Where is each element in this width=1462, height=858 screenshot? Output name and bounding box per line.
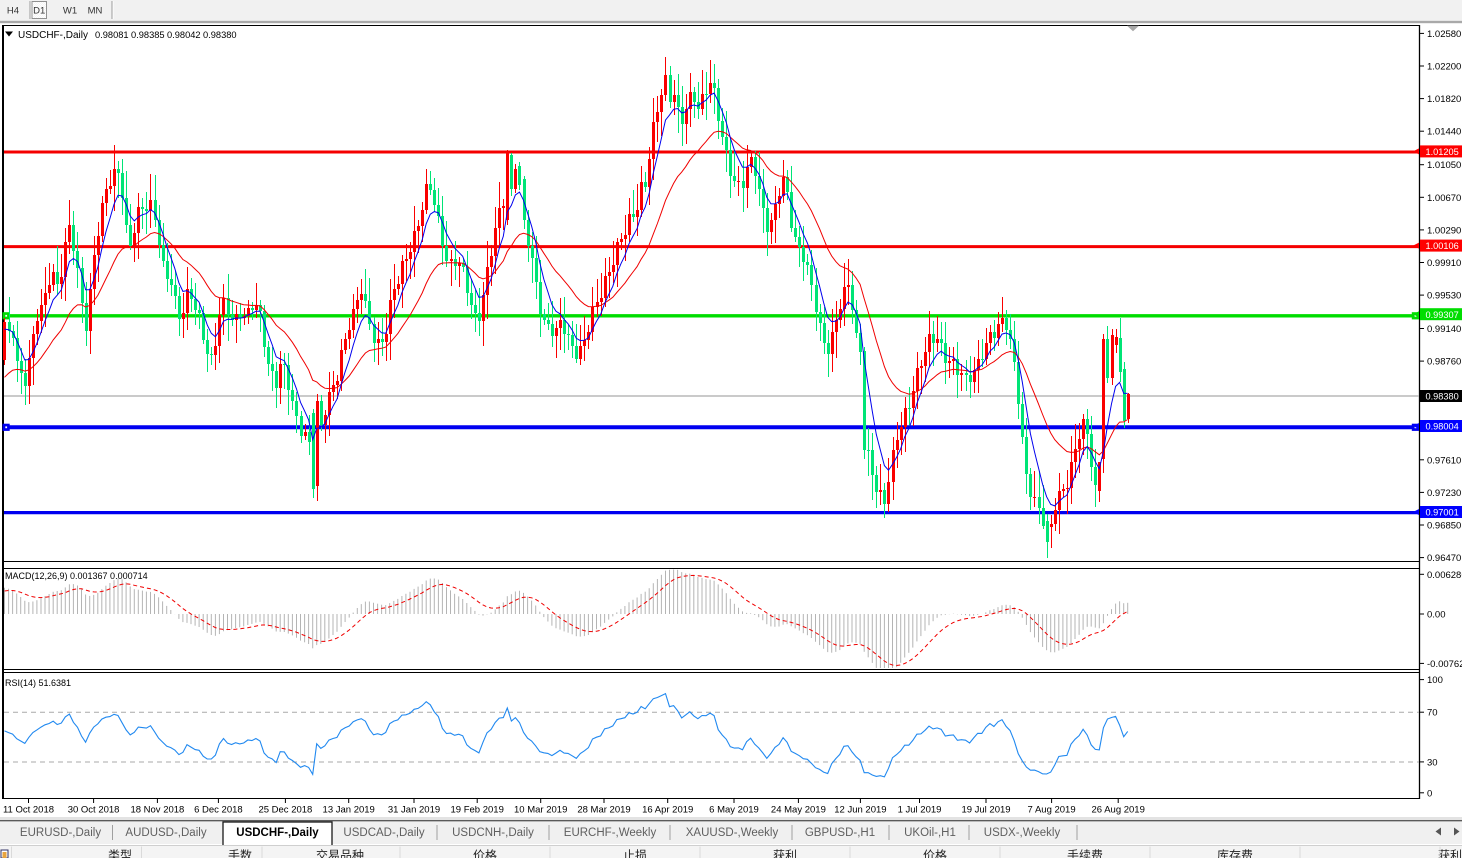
- svg-text:1.01440: 1.01440: [1427, 127, 1461, 138]
- svg-text:价格: 价格: [473, 848, 497, 858]
- svg-text:6 Dec 2018: 6 Dec 2018: [194, 805, 243, 816]
- svg-text:RSI(14) 51.6381: RSI(14) 51.6381: [5, 678, 71, 688]
- svg-text:手续费: 手续费: [1067, 849, 1103, 858]
- svg-text:1.00290: 1.00290: [1427, 225, 1461, 236]
- svg-text:GBPUSD-,H1: GBPUSD-,H1: [805, 827, 875, 839]
- svg-text:0.00: 0.00: [1427, 610, 1446, 621]
- svg-text:库存费: 库存费: [1217, 848, 1253, 858]
- svg-text:1.02200: 1.02200: [1427, 62, 1461, 73]
- svg-text:0.97001: 0.97001: [1426, 508, 1459, 518]
- svg-text:1 Jul 2019: 1 Jul 2019: [898, 805, 942, 816]
- svg-text:手数: 手数: [228, 848, 252, 858]
- svg-text:1.00106: 1.00106: [1426, 241, 1459, 251]
- svg-text:0.99140: 0.99140: [1427, 324, 1461, 335]
- svg-text:类型: 类型: [108, 849, 132, 858]
- svg-text:MN: MN: [88, 6, 103, 17]
- svg-text:D1: D1: [33, 6, 45, 17]
- svg-text:H4: H4: [7, 6, 19, 17]
- svg-text:USDX-,Weekly: USDX-,Weekly: [984, 827, 1061, 839]
- svg-text:24 May 2019: 24 May 2019: [771, 805, 826, 816]
- svg-text:0.96470: 0.96470: [1427, 553, 1461, 564]
- svg-text:USDCHF-,Daily: USDCHF-,Daily: [236, 827, 319, 839]
- svg-text:0.99910: 0.99910: [1427, 258, 1461, 269]
- svg-text:1.01050: 1.01050: [1427, 160, 1461, 171]
- svg-text:100: 100: [1427, 675, 1443, 686]
- svg-text:0.97610: 0.97610: [1427, 455, 1461, 466]
- svg-text:70: 70: [1427, 708, 1438, 719]
- svg-text:28 Mar 2019: 28 Mar 2019: [577, 805, 630, 816]
- svg-text:13 Jan 2019: 13 Jan 2019: [323, 805, 375, 816]
- svg-text:UKOil-,H1: UKOil-,H1: [904, 827, 956, 839]
- svg-text:19 Feb 2019: 19 Feb 2019: [451, 805, 504, 816]
- svg-text:USDCAD-,Daily: USDCAD-,Daily: [343, 827, 424, 839]
- svg-text:12 Jun 2019: 12 Jun 2019: [834, 805, 886, 816]
- svg-text:1.00670: 1.00670: [1427, 193, 1461, 204]
- svg-text:止损: 止损: [623, 849, 647, 858]
- svg-text:30 Oct 2018: 30 Oct 2018: [68, 805, 120, 816]
- svg-text:AUDUSD-,Daily: AUDUSD-,Daily: [125, 827, 206, 839]
- svg-text:获利: 获利: [1438, 849, 1462, 858]
- svg-text:0: 0: [1427, 788, 1432, 799]
- svg-text:0.98081: 0.98081: [95, 30, 129, 40]
- svg-text:1.01820: 1.01820: [1427, 94, 1461, 105]
- svg-text:EURUSD-,Daily: EURUSD-,Daily: [20, 827, 101, 839]
- svg-text:7 Aug 2019: 7 Aug 2019: [1028, 805, 1076, 816]
- svg-text:0.98004: 0.98004: [1426, 422, 1459, 432]
- svg-text:0.96850: 0.96850: [1427, 521, 1461, 532]
- svg-text:价格: 价格: [923, 848, 947, 858]
- svg-text:获利: 获利: [773, 849, 797, 858]
- svg-text:0.98380: 0.98380: [203, 30, 237, 40]
- svg-text:USDCHF-,Daily: USDCHF-,Daily: [18, 30, 88, 41]
- svg-text:6 May 2019: 6 May 2019: [709, 805, 759, 816]
- svg-text:交易品种: 交易品种: [316, 848, 364, 858]
- svg-text:W1: W1: [63, 6, 77, 17]
- svg-text:0.98380: 0.98380: [1426, 392, 1459, 402]
- svg-text:1.02580: 1.02580: [1427, 29, 1461, 40]
- svg-text:30: 30: [1427, 757, 1438, 768]
- svg-text:USDCNH-,Daily: USDCNH-,Daily: [452, 827, 534, 839]
- svg-text:11 Oct 2018: 11 Oct 2018: [3, 805, 54, 816]
- svg-text:0.99307: 0.99307: [1426, 310, 1459, 320]
- svg-text:EURCHF-,Weekly: EURCHF-,Weekly: [564, 827, 657, 839]
- svg-text:0.98760: 0.98760: [1427, 357, 1461, 368]
- svg-text:0.99530: 0.99530: [1427, 291, 1461, 302]
- svg-text:1.01205: 1.01205: [1426, 147, 1459, 157]
- svg-text:0.006286: 0.006286: [1427, 570, 1462, 581]
- svg-text:25 Dec 2018: 25 Dec 2018: [258, 805, 312, 816]
- svg-text:-0.00762: -0.00762: [1427, 659, 1462, 670]
- svg-text:XAUUSD-,Weekly: XAUUSD-,Weekly: [686, 827, 779, 839]
- svg-text:18 Nov 2018: 18 Nov 2018: [130, 805, 184, 816]
- svg-text:31 Jan 2019: 31 Jan 2019: [388, 805, 440, 816]
- svg-text:16 Apr 2019: 16 Apr 2019: [642, 805, 693, 816]
- svg-text:19 Jul 2019: 19 Jul 2019: [961, 805, 1010, 816]
- svg-text:26 Aug 2019: 26 Aug 2019: [1092, 805, 1145, 816]
- svg-text:MACD(12,26,9) 0.001367 0.00071: MACD(12,26,9) 0.001367 0.000714: [5, 571, 148, 581]
- svg-text:0.98385: 0.98385: [131, 30, 165, 40]
- svg-text:0.98042: 0.98042: [167, 30, 201, 40]
- svg-text:0.97230: 0.97230: [1427, 488, 1461, 499]
- svg-text:10 Mar 2019: 10 Mar 2019: [514, 805, 567, 816]
